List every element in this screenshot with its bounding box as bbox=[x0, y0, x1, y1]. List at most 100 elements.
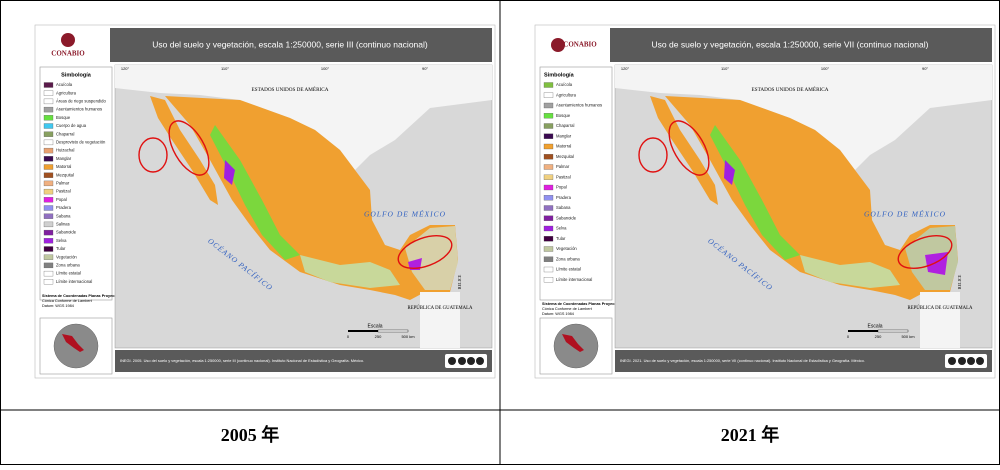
place-label: REPÚBLICA DE GUATEMALA bbox=[907, 305, 973, 311]
scale-tick: 250 bbox=[875, 334, 882, 339]
legend-label: Manglar bbox=[56, 156, 72, 161]
license-icon bbox=[958, 357, 966, 365]
caption: 2005 年 bbox=[221, 424, 280, 445]
legend-swatch bbox=[543, 154, 554, 160]
place-label: ESTADOS UNIDOS DE AMÉRICA bbox=[752, 85, 829, 93]
highlight bbox=[138, 137, 168, 173]
legend-swatch bbox=[543, 236, 554, 242]
longitude-label: 110° bbox=[721, 66, 729, 71]
legend-swatch bbox=[543, 133, 554, 139]
map-title: Uso del suelo y vegetación, escala 1:250… bbox=[152, 39, 428, 49]
legend-swatch bbox=[43, 147, 54, 154]
legend-label: Sabana bbox=[56, 213, 71, 218]
south-vegetation bbox=[300, 255, 400, 288]
legend-swatch bbox=[43, 238, 54, 244]
projection-text: Sistema de Coordenadas Planas Proyección… bbox=[42, 294, 123, 298]
legend-swatch bbox=[43, 180, 54, 187]
scale-bar bbox=[877, 329, 909, 333]
legend-label: Acuícola bbox=[556, 82, 573, 87]
legend-swatch bbox=[543, 205, 554, 211]
legend-label: Salinas bbox=[56, 222, 70, 227]
legend-label: Selva bbox=[56, 238, 67, 243]
legend-swatch bbox=[43, 262, 54, 269]
projection-text: Datum: WGS 1984 bbox=[42, 304, 74, 308]
legend-swatch bbox=[543, 277, 554, 283]
usa-land bbox=[615, 65, 992, 170]
caption: 2021 年 bbox=[721, 424, 780, 445]
legend-swatch bbox=[543, 184, 554, 191]
legend-label: Tular bbox=[56, 246, 66, 251]
legend-label: Palmar bbox=[556, 164, 570, 169]
legend-title: Simbología bbox=[61, 72, 92, 78]
legend-label: Bosque bbox=[56, 115, 71, 120]
legend-label: Zona urbana bbox=[56, 263, 80, 268]
projection-text: Sistema de Coordenadas Planas Proyección… bbox=[542, 302, 623, 306]
scale-tick: 500 km bbox=[901, 334, 915, 339]
header-bar bbox=[110, 28, 492, 62]
projection-text: Datum: WGS 1984 bbox=[542, 312, 574, 316]
license-icon bbox=[967, 357, 975, 365]
projection-text: Cónica Conforme de Lambert bbox=[542, 307, 593, 311]
legend-label: Matorral bbox=[56, 164, 71, 169]
license-icon bbox=[448, 357, 456, 365]
legend-label: Sabanoide bbox=[556, 215, 577, 220]
scale-title: Escala bbox=[867, 323, 882, 329]
place-label: GOLFO DE MÉXICO bbox=[864, 209, 946, 219]
scale-tick: 0 bbox=[847, 334, 850, 339]
guatemala-land bbox=[420, 292, 460, 348]
mexico-mainland bbox=[165, 96, 458, 300]
license-icon bbox=[458, 357, 466, 365]
legend-label: Pastizal bbox=[556, 174, 571, 179]
scale-bar bbox=[348, 330, 378, 332]
legend-label: Acuícola bbox=[56, 82, 73, 87]
legend-swatch bbox=[43, 246, 54, 252]
legend-label: Mezquital bbox=[56, 172, 74, 177]
legend-label: Límite estatal bbox=[56, 271, 81, 276]
legend-swatch bbox=[43, 90, 54, 96]
legend-label: Pastizal bbox=[56, 189, 71, 194]
scale-tick: 250 bbox=[375, 334, 382, 339]
scale-tick: 0 bbox=[347, 334, 350, 339]
legend-label: Sabanoide bbox=[56, 230, 77, 235]
legend-label: Popal bbox=[556, 185, 567, 190]
legend-swatch bbox=[43, 123, 54, 129]
legend-swatch bbox=[43, 205, 54, 211]
legend-label: Asentamientos humanos bbox=[556, 103, 602, 108]
scale-title: Escala bbox=[367, 323, 382, 329]
legend-swatch bbox=[543, 195, 554, 201]
map-panel: CONABIO Uso del suelo y vegetación, escal… bbox=[34, 24, 496, 445]
longitude-label: 100° bbox=[821, 66, 830, 71]
legend-swatch bbox=[543, 92, 554, 98]
legend-swatch bbox=[543, 266, 554, 273]
legend-label: Selva bbox=[556, 226, 567, 231]
legend-swatch bbox=[543, 143, 554, 150]
map-title: Uso de suelo y vegetación, escala 1:2500… bbox=[652, 39, 929, 49]
legend-title: Simbología bbox=[544, 72, 575, 78]
legend-label: Pradera bbox=[556, 195, 572, 200]
usa-land bbox=[115, 65, 492, 170]
selva-west bbox=[724, 160, 735, 185]
legend-swatch bbox=[543, 246, 554, 252]
legend-label: Zona urbana bbox=[556, 256, 580, 261]
legend-label: Mezquital bbox=[556, 154, 574, 159]
south-vegetation bbox=[800, 255, 900, 288]
legend-swatch bbox=[43, 156, 54, 162]
legend-label: Límite internacional bbox=[56, 279, 92, 284]
legend-swatch bbox=[543, 174, 554, 180]
longitude-label: 100° bbox=[321, 66, 330, 71]
legend-label: Cuerpo de agua bbox=[56, 123, 87, 128]
legend-label: Tular bbox=[556, 236, 566, 241]
legend-swatch bbox=[43, 188, 54, 195]
longitude-label: 90° bbox=[422, 66, 428, 71]
scale-bar bbox=[377, 329, 409, 333]
legend-swatch bbox=[43, 131, 54, 137]
legend-swatch bbox=[543, 215, 554, 221]
legend-swatch bbox=[543, 113, 554, 119]
legend-label: Chaparral bbox=[56, 131, 74, 136]
legend-label: Bosque bbox=[556, 113, 571, 118]
legend-label: Agricultura bbox=[556, 92, 577, 97]
globe-land bbox=[62, 334, 84, 352]
guatemala-land bbox=[920, 292, 960, 348]
legend-swatch bbox=[43, 221, 54, 228]
